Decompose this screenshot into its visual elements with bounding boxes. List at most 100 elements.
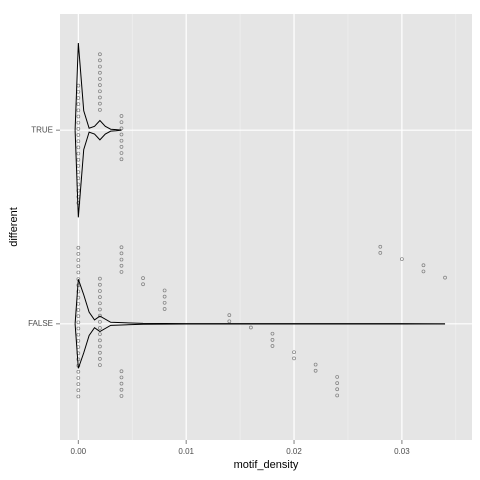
violin-outline xyxy=(74,323,446,369)
point xyxy=(76,114,81,119)
point xyxy=(98,363,102,367)
point xyxy=(119,132,124,137)
point xyxy=(227,319,232,324)
point xyxy=(98,295,102,299)
point xyxy=(76,170,81,174)
point xyxy=(76,382,81,386)
point xyxy=(119,381,124,386)
point xyxy=(76,351,81,356)
point xyxy=(76,277,81,281)
point xyxy=(98,344,102,349)
point xyxy=(76,283,81,288)
violin-outline xyxy=(74,129,122,218)
point xyxy=(400,257,404,261)
y-axis-title: different xyxy=(8,207,20,247)
point xyxy=(76,308,81,312)
violin-outline xyxy=(74,43,122,131)
point xyxy=(76,133,81,137)
point xyxy=(162,288,167,293)
point xyxy=(141,276,145,280)
point xyxy=(76,369,81,374)
point xyxy=(76,270,81,275)
point xyxy=(249,325,253,330)
plot-panel xyxy=(60,14,472,440)
point xyxy=(76,157,81,162)
point xyxy=(378,251,383,255)
point xyxy=(98,357,102,361)
point xyxy=(98,338,102,343)
point xyxy=(119,394,124,398)
point xyxy=(76,388,81,393)
point xyxy=(335,375,340,379)
point xyxy=(76,252,81,256)
point xyxy=(98,332,102,337)
point xyxy=(98,319,102,324)
point xyxy=(76,332,81,337)
point xyxy=(98,58,102,63)
point xyxy=(270,331,275,336)
point xyxy=(335,387,340,392)
point xyxy=(292,356,296,361)
point xyxy=(76,314,81,319)
point xyxy=(98,276,102,281)
point xyxy=(76,102,81,106)
point xyxy=(76,176,81,181)
point xyxy=(162,294,167,299)
point xyxy=(421,269,426,274)
point xyxy=(76,295,81,300)
point xyxy=(98,52,102,57)
point xyxy=(76,139,81,144)
point xyxy=(119,270,124,274)
point xyxy=(335,393,340,398)
point xyxy=(119,157,124,162)
point xyxy=(76,345,81,349)
point xyxy=(119,263,124,268)
x-tick-label: 0.01 xyxy=(178,447,194,456)
point xyxy=(313,368,318,373)
point xyxy=(98,282,102,287)
point xyxy=(227,313,232,318)
point xyxy=(98,83,102,87)
point xyxy=(98,95,102,100)
point xyxy=(76,245,81,250)
point xyxy=(76,194,81,199)
point xyxy=(76,326,81,331)
point xyxy=(119,387,124,392)
point xyxy=(443,275,447,280)
point xyxy=(76,151,81,156)
point xyxy=(119,120,124,125)
point xyxy=(378,244,383,249)
point xyxy=(76,83,81,88)
point xyxy=(119,114,124,118)
point xyxy=(292,350,296,355)
x-axis-title: motif_density xyxy=(234,459,299,471)
point xyxy=(98,64,102,69)
point xyxy=(119,138,124,143)
x-tick-label: 0.00 xyxy=(71,447,87,456)
point xyxy=(98,77,102,81)
point xyxy=(421,263,426,268)
point xyxy=(119,145,124,149)
point xyxy=(76,376,81,380)
point xyxy=(270,344,275,348)
point xyxy=(98,326,102,330)
x-tick-label: 0.02 xyxy=(286,447,302,456)
point xyxy=(76,258,81,262)
point xyxy=(119,251,124,256)
point xyxy=(98,313,102,318)
point xyxy=(76,89,81,94)
y-tick-label: TRUE xyxy=(31,125,53,134)
point xyxy=(119,375,124,380)
point xyxy=(162,300,167,305)
point xyxy=(162,307,167,311)
point xyxy=(76,357,81,362)
point xyxy=(119,126,124,131)
point xyxy=(98,101,102,106)
point xyxy=(76,108,81,113)
point xyxy=(313,362,318,367)
point xyxy=(98,301,102,306)
point xyxy=(76,320,81,325)
point xyxy=(98,307,102,312)
point xyxy=(76,339,81,343)
